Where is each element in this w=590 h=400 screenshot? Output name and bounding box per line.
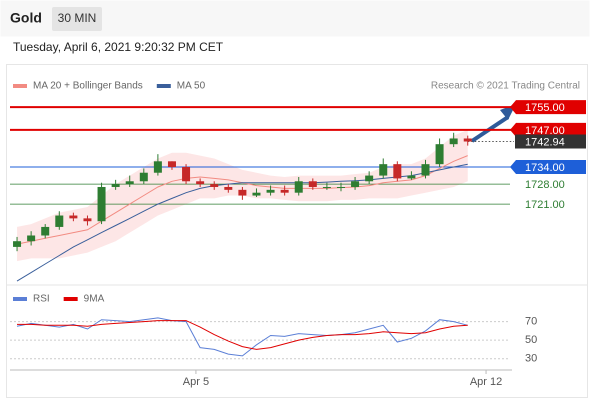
candle-body [97,186,106,222]
candle-body [13,241,22,247]
timeframe[interactable]: 30 MIN [58,11,97,25]
candle-body [435,144,444,165]
candle-body [294,181,303,193]
candle-body [41,226,50,236]
instrument: Gold [10,10,42,26]
legend-swatch [156,84,171,88]
price-label: 1721.00 [525,199,565,211]
price-label-box [510,160,586,175]
candle-body [421,164,430,176]
candle-body [238,189,247,196]
candle-body [196,181,205,185]
candle-body [111,184,120,187]
candle-body [27,235,36,242]
credit: Research © 2021 Trading Central [431,81,580,92]
timestamp: Tuesday, April 6, 2021 9:20:32 PM CET [13,40,224,54]
price-label: 1734.00 [525,162,565,174]
candle-body [210,184,219,187]
candle-body [182,167,191,182]
y-tick-label: 50 [525,334,537,346]
candle-body [125,181,134,185]
candle-body [280,189,289,193]
price-label: 1755.00 [525,102,565,114]
timeframe-box[interactable] [52,7,102,31]
candle-body [351,181,360,187]
y-tick-label: 70 [525,315,537,327]
candle-body [336,186,345,188]
candle-body [393,164,402,179]
legend-label: MA 50 [177,81,206,92]
price-label: 1728.00 [525,179,565,191]
indicator-line [17,320,468,350]
candle-body [365,175,374,182]
legend-label: RSI [33,294,50,305]
y-tick-label: 30 [525,353,537,365]
frame [6,64,588,398]
price-label: 1742.94 [525,136,565,148]
candle-body [167,161,176,168]
legend-swatch [63,297,78,301]
legend-label: 9MA [84,294,105,305]
candle-body [83,218,92,222]
candle-body [379,164,388,176]
moving-average [16,163,468,282]
price-label: 1747.00 [525,125,565,137]
legend-swatch [13,297,27,301]
candle-body [463,138,472,142]
price-label-box [510,100,586,115]
candle-body [252,192,261,196]
legend-label: MA 20 + Bollinger Bands [33,81,143,92]
candle-body [224,186,233,190]
candle-body [322,186,331,188]
x-tick-label: Apr 12 [470,376,502,388]
candle-body [308,181,317,187]
candle-body [407,175,416,179]
candle-body [266,189,275,193]
candle-body [69,215,78,219]
price-label-box [510,122,586,137]
candle-body [55,215,64,227]
price-label-box [515,134,586,149]
candle-body [449,138,458,145]
candle-body [139,172,148,182]
legend-swatch [13,84,27,88]
candle-body [153,161,162,173]
x-tick-label: Apr 5 [183,376,209,388]
